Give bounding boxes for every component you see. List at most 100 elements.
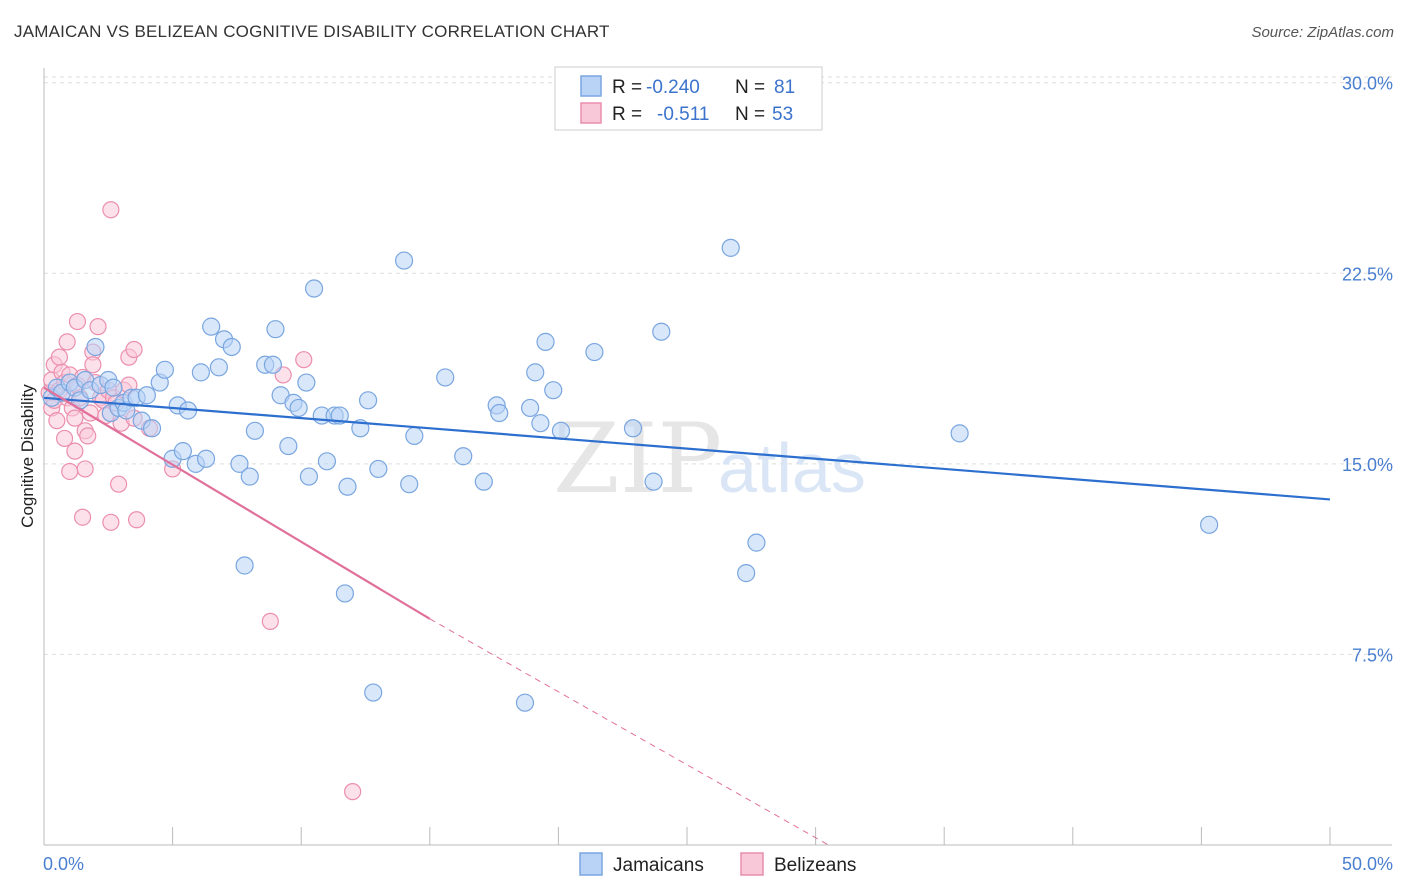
y-tick-label: 15.0% xyxy=(1342,455,1393,475)
jamaican-point xyxy=(644,472,663,491)
jamaican-point xyxy=(335,584,355,603)
jamaican-point xyxy=(405,426,424,446)
legend-r-value-2: -0.511 xyxy=(657,104,709,125)
belizean-point xyxy=(89,318,107,336)
jamaican-point xyxy=(721,238,740,257)
jamaican-point xyxy=(544,381,563,400)
y-tick-label: 7.5% xyxy=(1352,645,1393,665)
belizean-point xyxy=(102,201,120,219)
jamaican-point xyxy=(652,322,671,341)
jamaican-point xyxy=(263,355,283,374)
top-legend: R = -0.240 N = 81 R = -0.511 N = 53 xyxy=(554,66,823,131)
jamaican-point xyxy=(222,337,241,357)
legend-n-value-2: 53 xyxy=(772,104,793,125)
jamaican-point xyxy=(235,556,254,575)
jamaican-point xyxy=(747,533,766,552)
jamaican-point xyxy=(490,403,509,423)
jamaican-point xyxy=(737,564,756,583)
jamaican-point xyxy=(191,363,210,382)
legend-r-label-2: R = xyxy=(612,104,642,125)
legend-swatch-jamaicans xyxy=(580,75,602,97)
watermark: ZIP atlas xyxy=(553,403,866,515)
bottom-legend-swatch-jamaicans xyxy=(579,852,603,876)
bottom-legend: Jamaicans Belizeans xyxy=(579,852,856,876)
jamaican-point xyxy=(202,317,221,336)
jamaican-point xyxy=(623,419,643,438)
jamaican-point xyxy=(173,442,192,461)
jamaican-point xyxy=(245,421,265,440)
belizean-point xyxy=(58,333,76,351)
jamaican-point xyxy=(289,398,308,418)
jamaican-point xyxy=(515,693,535,712)
jamaican-point xyxy=(230,454,249,473)
jamaican-point xyxy=(400,475,419,494)
source-label: Source: ZipAtlas.com xyxy=(1251,24,1394,41)
x-tick-label: 50.0% xyxy=(1342,854,1393,874)
jamaican-point xyxy=(474,472,493,491)
watermark-atlas: atlas xyxy=(718,429,866,507)
belizean-point xyxy=(66,409,84,427)
legend-r-value-1: -0.240 xyxy=(646,77,700,98)
belizean-point xyxy=(76,460,94,478)
legend-n-label-2: N = xyxy=(735,104,765,125)
legend-n-value-1: 81 xyxy=(774,77,795,98)
jamaicans-points xyxy=(42,238,1219,712)
jamaicans-trend-line xyxy=(43,396,1331,501)
chart-title: JAMAICAN VS BELIZEAN COGNITIVE DISABILIT… xyxy=(14,22,610,41)
legend-r-label-1: R = xyxy=(612,77,642,98)
belizean-point xyxy=(261,612,279,630)
jamaican-point xyxy=(240,467,259,486)
jamaican-point xyxy=(551,421,571,440)
jamaican-point xyxy=(299,467,319,486)
jamaican-point xyxy=(155,360,174,379)
jamaican-point xyxy=(209,358,228,377)
belizean-point xyxy=(68,312,87,331)
belizean-point xyxy=(55,429,74,448)
belizean-point xyxy=(79,427,97,445)
watermark-zip: ZIP xyxy=(553,403,722,515)
jamaican-point xyxy=(394,251,414,270)
jamaican-point xyxy=(531,414,550,433)
jamaican-point xyxy=(526,363,545,382)
jamaican-point xyxy=(364,683,383,702)
legend-swatch-belizeans xyxy=(580,102,602,124)
belizean-point xyxy=(48,412,66,430)
bottom-legend-jamaicans: Jamaicans xyxy=(613,855,704,876)
belizeans-trend-line xyxy=(43,386,431,620)
belizean-point xyxy=(102,513,120,531)
jamaican-point xyxy=(358,391,378,410)
jamaican-point xyxy=(297,373,316,392)
y-axis-title: Cognitive Disability xyxy=(18,384,37,528)
axes xyxy=(43,68,1392,846)
belizean-point xyxy=(127,511,146,529)
jamaican-point xyxy=(338,477,357,496)
jamaican-point xyxy=(521,398,540,418)
belizean-point xyxy=(295,351,313,369)
belizean-point xyxy=(125,340,143,359)
jamaican-point xyxy=(536,332,555,351)
belizean-point xyxy=(66,442,84,460)
jamaican-point xyxy=(279,436,298,456)
jamaican-point xyxy=(369,459,388,479)
jamaican-point xyxy=(142,419,162,438)
belizean-point xyxy=(109,475,128,493)
belizean-point xyxy=(50,348,69,366)
bottom-legend-swatch-belizeans xyxy=(740,852,764,876)
belizean-point xyxy=(344,783,362,801)
jamaican-point xyxy=(950,424,969,443)
jamaican-point xyxy=(1200,515,1219,534)
trend-lines xyxy=(43,386,1331,846)
jamaican-point xyxy=(137,386,156,405)
y-tick-label: 30.0% xyxy=(1342,74,1393,94)
jamaican-point xyxy=(585,342,604,362)
belizean-point xyxy=(84,356,102,374)
jamaican-point xyxy=(86,337,105,357)
bottom-legend-belizeans: Belizeans xyxy=(774,855,856,876)
y-tick-label: 22.5% xyxy=(1342,264,1393,284)
jamaican-point xyxy=(304,279,324,298)
jamaican-point xyxy=(196,449,216,468)
jamaican-point xyxy=(104,378,123,397)
belizean-point xyxy=(73,508,92,526)
belizean-point xyxy=(61,462,79,481)
tick-labels: 7.5% 15.0% 22.5% 30.0% 0.0% 50.0% xyxy=(43,74,1393,874)
